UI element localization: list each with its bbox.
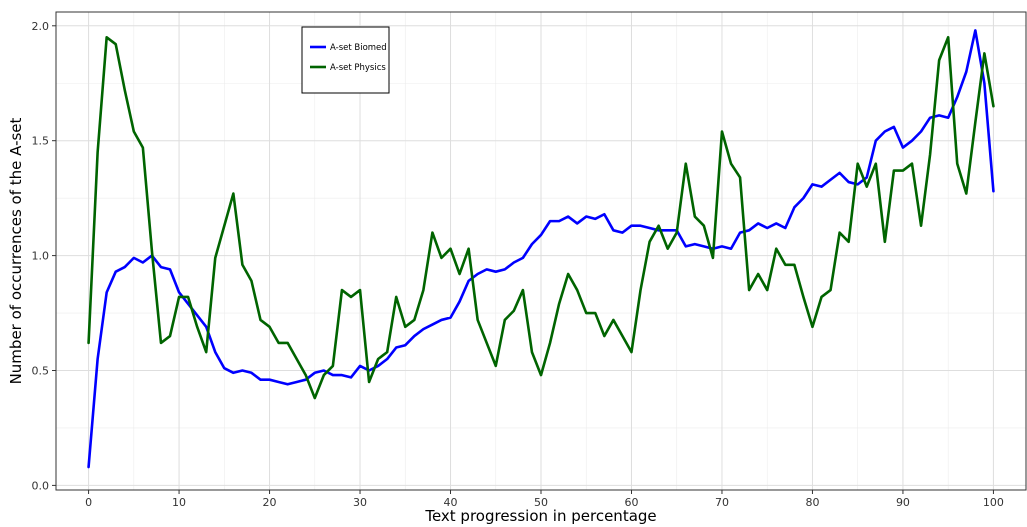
legend-label-biomed: A-set Biomed bbox=[330, 43, 387, 53]
tick-labels: 0 10 20 30 40 50 60 70 80 90 100 0.0 0.5 1.0 1.5 2.0 bbox=[32, 20, 1004, 509]
y-tick-label: 0.0 bbox=[32, 479, 50, 492]
series-lines bbox=[87, 29, 995, 469]
legend: A-set Biomed A-set Physics bbox=[301, 26, 390, 94]
y-tick-label: 1.5 bbox=[32, 135, 50, 148]
x-tick-label: 30 bbox=[353, 496, 367, 509]
series-line-physics bbox=[87, 35, 995, 400]
x-tick-label: 100 bbox=[983, 496, 1004, 509]
x-tick-label: 90 bbox=[896, 496, 910, 509]
x-tick-label: 80 bbox=[805, 496, 819, 509]
y-tick-label: 0.5 bbox=[32, 365, 50, 378]
y-tick-label: 2.0 bbox=[32, 20, 50, 33]
y-axis-title: Number of occurrences of the A-set bbox=[7, 117, 25, 384]
x-tick-label: 20 bbox=[263, 496, 277, 509]
x-axis-title: Text progression in percentage bbox=[424, 507, 656, 525]
grid-lines bbox=[56, 12, 1026, 490]
x-tick-label: 10 bbox=[172, 496, 186, 509]
x-tick-label: 0 bbox=[85, 496, 92, 509]
series-line-biomed bbox=[87, 29, 995, 469]
axes bbox=[52, 25, 994, 494]
x-tick-label: 50 bbox=[534, 496, 548, 509]
legend-label-physics: A-set Physics bbox=[330, 63, 386, 73]
x-tick-label: 70 bbox=[715, 496, 729, 509]
x-tick-label: 60 bbox=[624, 496, 638, 509]
y-tick-label: 1.0 bbox=[32, 250, 50, 263]
x-tick-label: 40 bbox=[444, 496, 458, 509]
legend-box bbox=[301, 26, 390, 94]
